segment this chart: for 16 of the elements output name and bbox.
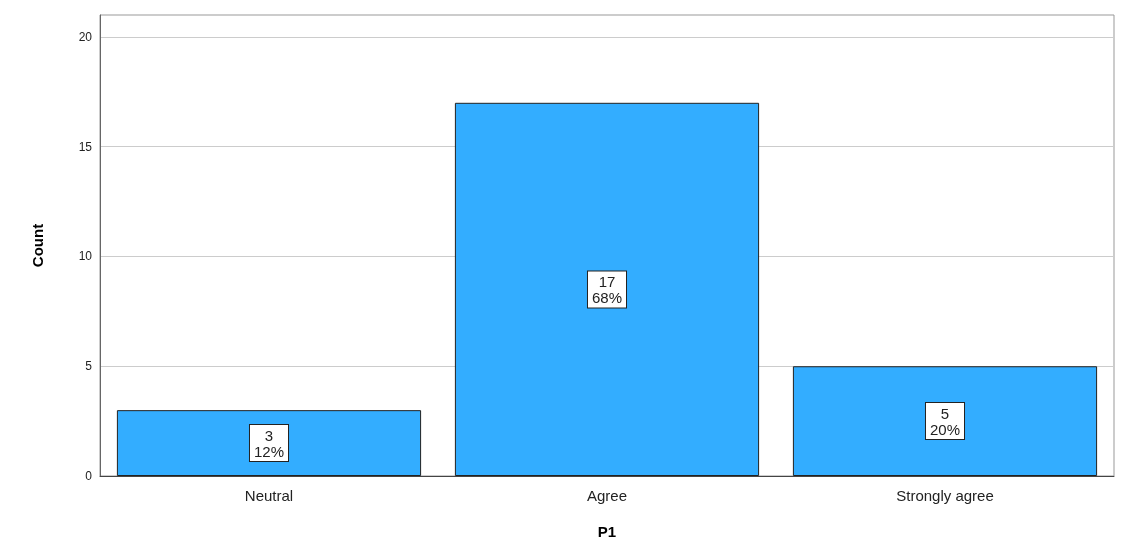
y-tick-label: 0 [85,469,93,483]
data-label: 3 12% [253,426,285,460]
y-tick-label: 10 [78,249,93,264]
y-axis-title: Count [29,223,46,268]
x-tick-label: Strongly agree [896,487,994,504]
data-label: 5 20% [929,404,961,438]
x-axis-title: P1 [597,523,617,540]
bar [116,410,422,476]
y-tick-label: 5 [85,359,93,374]
x-tick-label: Neutral [244,487,294,504]
bar [454,102,760,476]
x-tick-label: Agree [586,487,628,504]
data-label: 17 68% [591,272,623,306]
bar [792,366,1098,476]
y-tick-label: 20 [78,29,93,44]
y-tick-label: 15 [78,139,93,154]
